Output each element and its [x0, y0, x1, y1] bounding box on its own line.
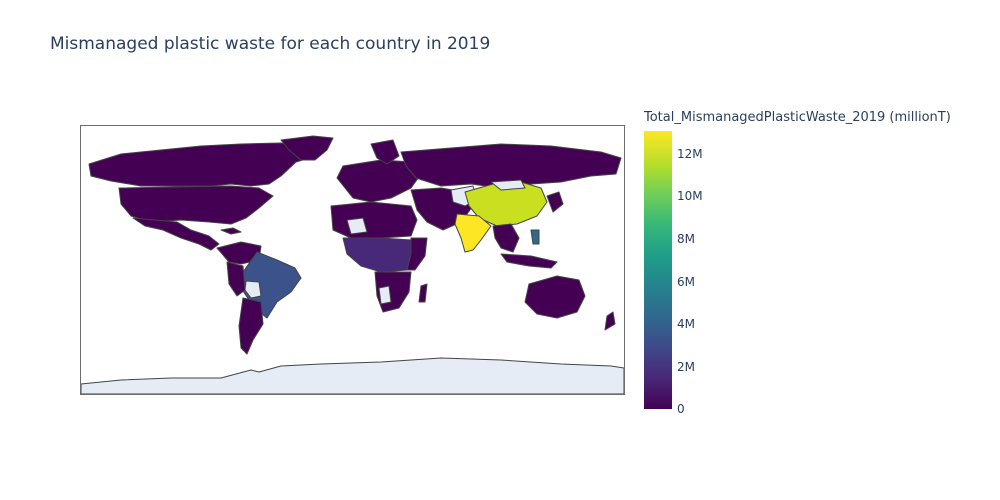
world-map[interactable] — [80, 125, 625, 395]
region-west-central-africa[interactable] — [342, 237, 418, 273]
region-east-africa[interactable] — [406, 237, 428, 271]
region-peru[interactable] — [226, 261, 246, 297]
region-algeria[interactable] — [346, 217, 368, 235]
region-argentina[interactable] — [238, 297, 264, 355]
colorbar-tick-6m: 6M — [677, 275, 695, 289]
colorbar-title: Total_MismanagedPlasticWaste_2019 (milli… — [644, 110, 951, 125]
map-svg[interactable] — [81, 126, 624, 394]
region-india[interactable] — [454, 213, 492, 253]
region-indonesia[interactable] — [500, 253, 558, 269]
region-new-zealand[interactable] — [604, 311, 616, 331]
region-mexico[interactable] — [132, 217, 220, 251]
region-australia[interactable] — [524, 275, 586, 319]
colorbar-tick-0: 0 — [677, 402, 685, 416]
region-russia[interactable] — [400, 143, 622, 189]
colorbar-tick-4m: 4M — [677, 317, 695, 331]
region-madagascar[interactable] — [418, 283, 428, 303]
region-southeast-asia[interactable] — [492, 223, 520, 253]
region-caribbean[interactable] — [220, 227, 242, 235]
region-north-africa[interactable] — [330, 201, 418, 239]
colorbar-tick-8m: 8M — [677, 232, 695, 246]
colorbar — [644, 131, 672, 409]
chart-title: Mismanaged plastic waste for each countr… — [50, 34, 491, 54]
region-canada[interactable] — [88, 142, 317, 187]
colorbar-tick-12m: 12M — [677, 147, 703, 161]
region-greenland[interactable] — [280, 135, 334, 161]
region-united-states[interactable] — [118, 185, 274, 225]
region-antarctica[interactable] — [81, 357, 624, 394]
region-scandinavia[interactable] — [370, 139, 400, 165]
region-japan[interactable] — [546, 191, 564, 213]
colorbar-tick-2m: 2M — [677, 360, 695, 374]
region-mongolia[interactable] — [490, 179, 526, 191]
region-namibia[interactable] — [378, 285, 392, 305]
region-philippines[interactable] — [530, 229, 540, 245]
colorbar-tick-10m: 10M — [677, 189, 703, 203]
region-europe[interactable] — [336, 159, 422, 203]
